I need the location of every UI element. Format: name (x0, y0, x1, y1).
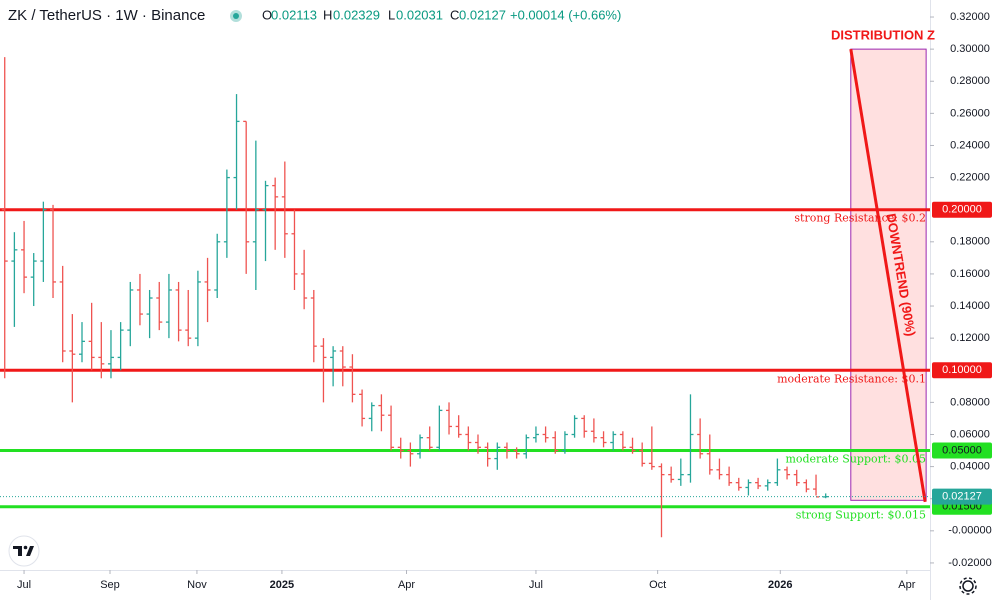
ohlc-value: 0.02329 (333, 7, 380, 22)
settings-icon[interactable] (959, 577, 977, 595)
y-tick-label: 0.26000 (950, 107, 990, 119)
level-tag (932, 362, 992, 379)
level-tag-label: 0.10000 (942, 364, 982, 376)
x-tick-label: 2025 (270, 579, 294, 591)
x-tick-label: Jul (529, 579, 543, 591)
x-tick-label: Apr (898, 579, 915, 591)
ohlc-value: 0.02127 (459, 7, 506, 22)
symbol: ZK / TetherUS · 1W · Binance (8, 7, 205, 24)
y-tick-label: 0.30000 (950, 43, 990, 55)
ohlc-label: L (388, 7, 395, 22)
level-text: moderate Resistance: $0.1 (777, 372, 926, 385)
ohlc-label: H (323, 7, 332, 22)
y-tick-label: -0.00000 (948, 525, 991, 537)
y-tick-label: 0.32000 (950, 11, 990, 23)
y-tick-label: 0.14000 (950, 300, 990, 312)
last-price-label: 0.02127 (942, 491, 982, 503)
level-tag (932, 201, 992, 218)
level-tag-label: 0.20000 (942, 204, 982, 216)
trend-line (849, 48, 927, 503)
level-tag-label: 0.05000 (942, 444, 982, 456)
level-text: moderate Support: $0.05 (785, 453, 926, 466)
level-text: strong Support: $0.015 (796, 509, 926, 522)
logo (8, 535, 40, 567)
header: ZK / TetherUS · 1W · Binance O0.02113 H 0.… (8, 7, 621, 24)
x-tick-label: Sep (100, 579, 120, 591)
y-tick-label: 0.18000 (950, 236, 990, 248)
y-tick-label: 0.16000 (950, 268, 990, 280)
x-tick-label: Jul (17, 579, 31, 591)
y-tick-label: 0.06000 (950, 428, 990, 440)
x-tick-label: Oct (649, 579, 666, 591)
ohlc-label: O (262, 7, 272, 22)
zone-label: DISTRIBUTION Z (831, 28, 935, 43)
y-tick-label: 0.12000 (950, 332, 990, 344)
level-tag (932, 442, 992, 459)
x-tick-label: 2026 (768, 579, 792, 591)
ohlc-value: 0.02113 (271, 7, 317, 22)
y-tick-label: 0.22000 (950, 171, 990, 183)
y-tick-label: 0.24000 (950, 139, 990, 151)
ohlc-label: C (450, 7, 459, 22)
ohlc-value: 0.02031 (396, 7, 443, 22)
level-text: strong Resistance: $0.2 (794, 212, 926, 225)
x-tick-label: Nov (187, 579, 207, 591)
y-tick-label: 0.08000 (950, 396, 990, 408)
status-dot-inner (233, 13, 239, 19)
last-price-tag (932, 488, 992, 505)
y-tick-label: -0.02000 (948, 557, 991, 569)
y-tick-label: 0.28000 (950, 75, 990, 87)
x-tick-label: Apr (398, 579, 415, 591)
change: +0.00014 (+0.66%) (510, 7, 621, 22)
y-tick-label: 0.04000 (950, 461, 990, 473)
